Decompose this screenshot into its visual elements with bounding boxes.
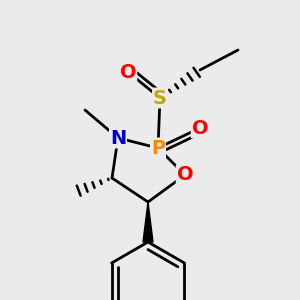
Text: O: O <box>120 62 136 82</box>
Text: O: O <box>177 166 193 184</box>
Text: P: P <box>151 139 165 158</box>
Polygon shape <box>143 202 153 242</box>
Text: S: S <box>153 88 167 107</box>
Text: O: O <box>192 118 208 137</box>
Text: N: N <box>110 128 126 148</box>
